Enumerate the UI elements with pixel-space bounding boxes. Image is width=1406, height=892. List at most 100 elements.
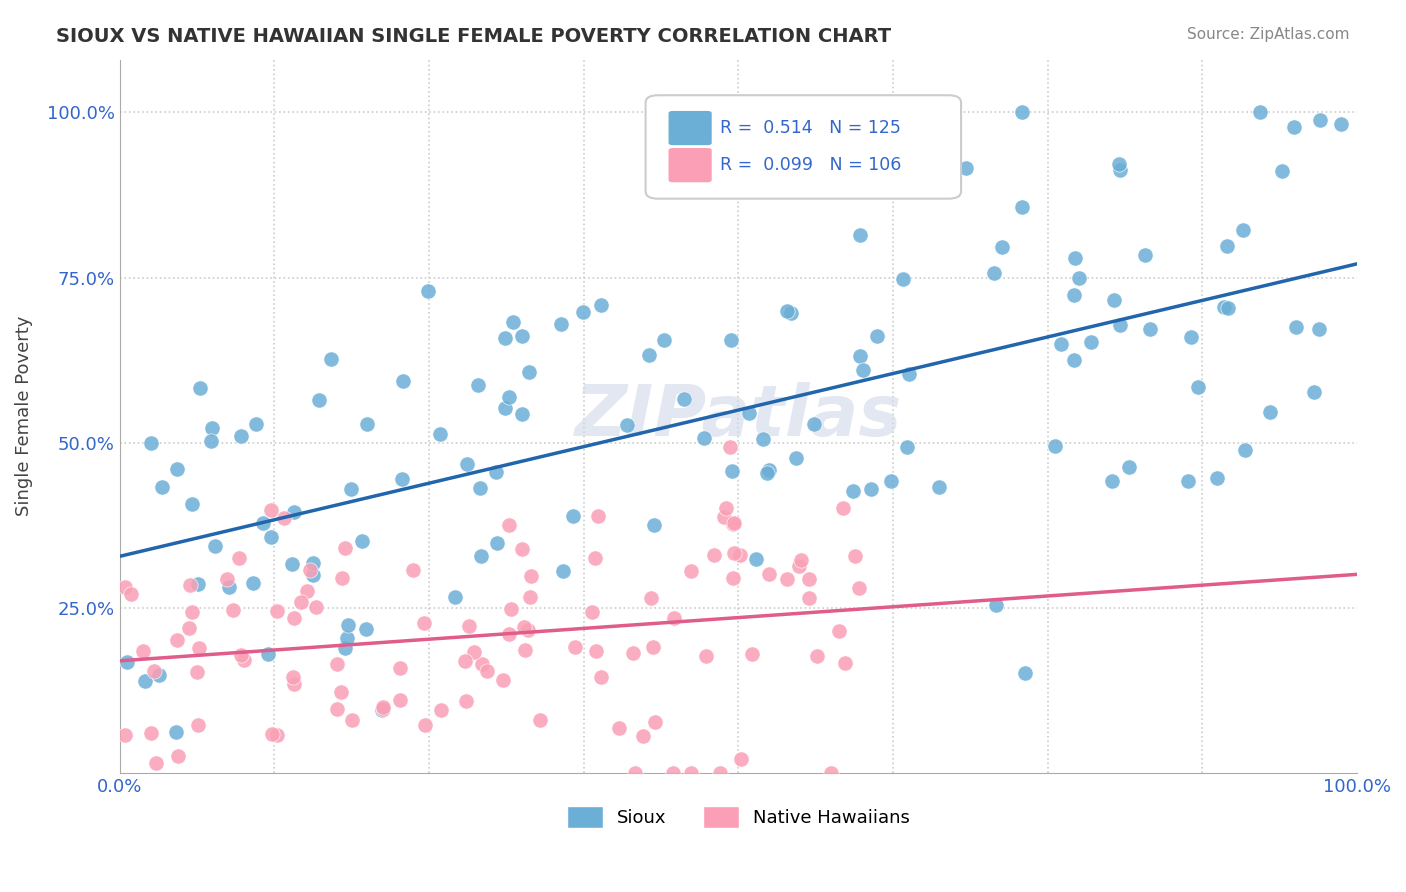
Point xyxy=(790,553,813,567)
Point xyxy=(519,590,541,604)
Point xyxy=(1308,322,1330,336)
Text: R =  0.514   N = 125: R = 0.514 N = 125 xyxy=(720,119,901,137)
Point xyxy=(1102,293,1125,307)
Legend: Sioux, Native Hawaiians: Sioux, Native Hawaiians xyxy=(560,798,917,835)
Point xyxy=(179,578,201,592)
Point xyxy=(849,349,872,363)
Point xyxy=(356,417,378,431)
Point xyxy=(834,656,856,670)
Point xyxy=(713,509,735,524)
Point xyxy=(529,713,551,727)
Point xyxy=(218,580,240,594)
Point xyxy=(260,530,283,544)
Point xyxy=(325,702,347,716)
Point xyxy=(1216,239,1239,253)
Point xyxy=(373,702,395,716)
Point xyxy=(457,619,479,633)
Point xyxy=(1118,459,1140,474)
Point xyxy=(145,756,167,771)
Point xyxy=(510,407,533,421)
Point xyxy=(758,463,780,477)
Point xyxy=(745,551,768,566)
Point xyxy=(1285,319,1308,334)
Point xyxy=(301,556,323,570)
Y-axis label: Single Female Poverty: Single Female Poverty xyxy=(15,316,32,516)
Point xyxy=(1101,474,1123,488)
Point xyxy=(553,564,575,578)
Point xyxy=(242,576,264,591)
Point xyxy=(1108,157,1130,171)
Point xyxy=(1139,322,1161,336)
Point xyxy=(848,227,870,242)
Point xyxy=(319,352,342,367)
Point xyxy=(301,568,323,582)
Point xyxy=(430,703,453,717)
FancyBboxPatch shape xyxy=(668,147,713,183)
Point xyxy=(502,315,524,329)
Point xyxy=(848,581,870,595)
Point xyxy=(485,536,508,550)
Point xyxy=(621,646,644,660)
Point xyxy=(721,464,744,478)
Point xyxy=(652,333,675,347)
Point xyxy=(1249,105,1271,120)
Point xyxy=(1133,248,1156,262)
Point xyxy=(201,421,224,435)
Point xyxy=(852,363,875,377)
Point xyxy=(468,481,491,495)
Point xyxy=(776,572,799,586)
Text: ZIPatlas: ZIPatlas xyxy=(575,382,903,450)
Point xyxy=(326,657,349,671)
Point xyxy=(335,541,357,555)
Point xyxy=(297,584,319,599)
Point xyxy=(290,595,312,609)
Point xyxy=(148,668,170,682)
Point xyxy=(179,621,201,635)
Point xyxy=(180,606,202,620)
Point xyxy=(166,632,188,647)
Point xyxy=(132,643,155,657)
Point xyxy=(991,239,1014,253)
Point xyxy=(831,500,853,515)
Point xyxy=(640,591,662,606)
Text: Source: ZipAtlas.com: Source: ZipAtlas.com xyxy=(1187,27,1350,42)
Point xyxy=(305,599,328,614)
Point xyxy=(187,641,209,656)
FancyBboxPatch shape xyxy=(668,111,713,146)
FancyBboxPatch shape xyxy=(645,95,962,199)
Point xyxy=(121,587,143,601)
Point xyxy=(1180,330,1202,344)
Point xyxy=(758,567,780,582)
Point xyxy=(180,497,202,511)
Point xyxy=(799,572,821,586)
Point xyxy=(228,551,250,566)
Point xyxy=(1108,163,1130,178)
Point xyxy=(204,539,226,553)
Point xyxy=(494,331,516,345)
Point xyxy=(860,483,883,497)
Point xyxy=(738,405,761,419)
Point xyxy=(789,558,811,573)
Point xyxy=(695,648,717,663)
Point xyxy=(955,161,977,176)
Point xyxy=(134,673,156,688)
Point xyxy=(516,624,538,638)
Point xyxy=(520,568,543,582)
Point xyxy=(1218,301,1240,315)
Point xyxy=(643,640,665,654)
Point xyxy=(470,549,492,563)
Point xyxy=(820,765,842,780)
Point xyxy=(114,581,136,595)
Point xyxy=(139,726,162,740)
Point xyxy=(229,648,252,662)
Point xyxy=(333,641,356,656)
Point xyxy=(308,392,330,407)
Point xyxy=(562,508,585,523)
Point xyxy=(166,462,188,476)
Point xyxy=(866,329,889,343)
Point xyxy=(475,664,498,678)
Point xyxy=(391,472,413,486)
Point xyxy=(260,502,283,516)
Point xyxy=(515,642,537,657)
Point xyxy=(340,713,363,727)
